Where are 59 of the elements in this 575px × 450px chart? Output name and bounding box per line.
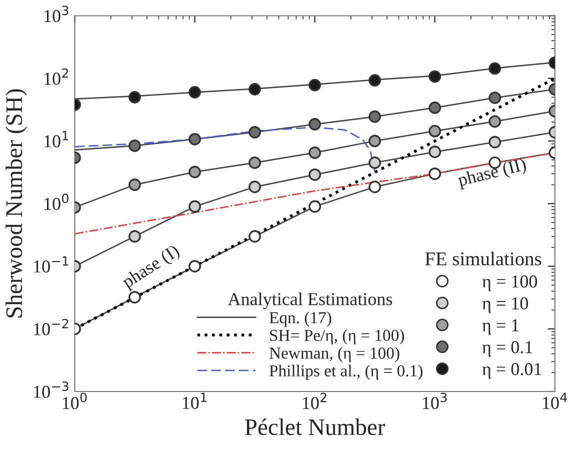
- point: [488, 156, 502, 169]
- point: [428, 168, 442, 180]
- point: [488, 62, 502, 75]
- point: [368, 180, 382, 194]
- point: [428, 70, 442, 83]
- legend-label: η = 10: [482, 297, 528, 314]
- point: [308, 146, 322, 159]
- point: [488, 136, 502, 148]
- point: [428, 146, 442, 158]
- annotation: phase (II): [456, 157, 528, 190]
- point: [188, 260, 201, 272]
- x-tick-label: 10$^{3}$: [422, 392, 447, 410]
- legend-label: Eqn. (17): [269, 312, 332, 327]
- x-tick-label: 10$^{2}$: [302, 392, 326, 410]
- point: [428, 102, 442, 114]
- point: [248, 180, 261, 194]
- y-tick-label: 10$^{−1}$: [34, 256, 68, 273]
- point: [128, 91, 141, 104]
- legend-label: η = 0.1: [482, 341, 532, 357]
- point: [188, 86, 201, 98]
- point: [128, 230, 141, 243]
- point: [488, 115, 502, 128]
- y-tick-label: 10$^{0}$: [44, 194, 68, 210]
- legend-label: SH= Pe/η, (η = 100): [270, 329, 404, 344]
- x-tick-label: 10$^{1}$: [182, 392, 206, 409]
- point: [368, 156, 382, 169]
- legend-label: Newman, (η = 100): [269, 347, 400, 362]
- x-tick-label: 10$^{4}$: [543, 392, 567, 409]
- point: [128, 140, 141, 152]
- point: [188, 200, 201, 213]
- point: [488, 92, 502, 104]
- y-tick-label: 10$^{2}$: [44, 68, 68, 85]
- point: [368, 134, 382, 148]
- legend-label: η = 100: [482, 275, 538, 292]
- point: [188, 132, 201, 146]
- point: [368, 110, 382, 123]
- legend-label: η = 1: [482, 319, 519, 336]
- y-tick-label: 10$^{−2}$: [34, 318, 68, 336]
- point: [368, 74, 382, 87]
- point: [308, 78, 322, 92]
- point: [248, 156, 261, 169]
- point: [248, 83, 261, 96]
- point: [248, 230, 261, 243]
- y-tick-label: 10$^{3}$: [44, 6, 68, 22]
- point: [248, 126, 261, 138]
- point: [308, 118, 322, 130]
- point: [428, 124, 442, 138]
- point: [188, 166, 201, 178]
- x-axis-title: Péclet Number: [245, 418, 386, 436]
- legend-label: Phillips et al., (η = 0.1): [269, 364, 422, 380]
- point: [308, 200, 322, 213]
- legend-label: η = 0.01: [482, 363, 542, 379]
- text: FE simulations: [425, 252, 542, 266]
- point: [128, 291, 141, 304]
- y-tick-label: 10$^{1}$: [44, 131, 68, 148]
- y-axis-title: Sherwood Number (SH): [6, 89, 27, 318]
- point: [128, 178, 141, 191]
- text: Analytical Estimations: [228, 292, 392, 309]
- point: [308, 168, 322, 181]
